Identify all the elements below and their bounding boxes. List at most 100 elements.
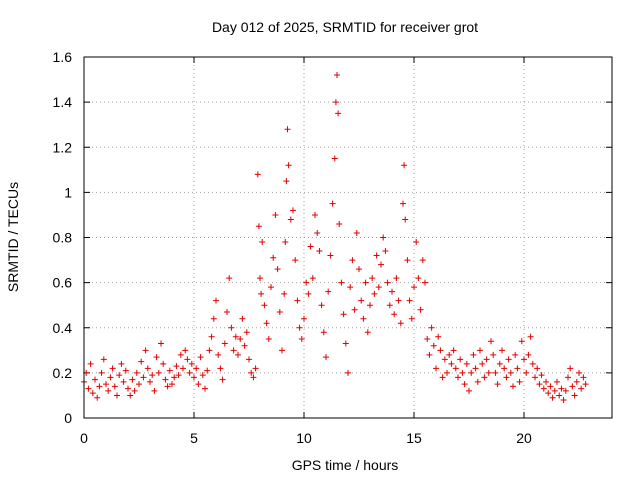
data-point	[151, 387, 158, 394]
data-point	[284, 126, 291, 133]
data-point	[477, 347, 483, 354]
data-point	[391, 311, 398, 318]
data-point	[565, 374, 571, 381]
data-point	[466, 387, 472, 394]
data-point	[521, 356, 527, 363]
data-point	[158, 340, 164, 347]
data-point	[338, 279, 345, 286]
x-tick-labels: 0 5 10 15 20	[80, 430, 532, 446]
data-point	[382, 248, 389, 255]
data-point	[514, 365, 521, 372]
data-point	[437, 347, 444, 354]
data-point	[107, 374, 114, 381]
data-point	[481, 374, 488, 381]
data-point	[199, 372, 206, 379]
data-point	[567, 365, 574, 372]
data-point	[549, 394, 556, 401]
data-point	[507, 369, 514, 376]
data-point	[173, 363, 180, 370]
y-tick-label: 0	[64, 410, 72, 426]
data-point	[270, 254, 277, 261]
data-point	[488, 338, 494, 345]
data-point	[496, 360, 503, 367]
data-point	[411, 284, 417, 291]
data-point	[314, 229, 321, 236]
data-point	[171, 374, 178, 381]
data-point	[345, 369, 351, 376]
data-point	[180, 365, 186, 372]
data-point	[153, 354, 160, 361]
y-tick-labels: 0 0.2 0.4 0.6 0.8 1 1.2 1.4 1.6	[53, 49, 73, 426]
data-point	[162, 376, 169, 383]
data-point	[386, 302, 393, 309]
data-point	[259, 239, 266, 246]
data-point	[186, 369, 193, 376]
data-point	[208, 333, 215, 340]
data-point	[147, 378, 153, 385]
data-point	[360, 315, 367, 322]
data-point	[195, 381, 202, 388]
data-point	[98, 369, 105, 376]
data-point	[538, 372, 545, 379]
data-point	[485, 369, 492, 376]
data-point	[303, 279, 310, 286]
data-point	[516, 378, 523, 385]
data-point	[133, 369, 140, 376]
data-point	[241, 342, 248, 349]
data-point	[213, 297, 219, 304]
data-point	[120, 378, 127, 385]
data-point	[536, 381, 543, 388]
data-point	[301, 315, 307, 322]
data-point	[109, 365, 116, 372]
data-point	[305, 290, 312, 297]
data-point	[562, 387, 569, 394]
data-point	[446, 351, 453, 358]
data-point	[505, 356, 512, 363]
data-point	[122, 367, 129, 374]
data-point	[430, 342, 437, 349]
data-point	[334, 72, 340, 79]
data-point	[525, 351, 532, 358]
data-point	[378, 261, 384, 268]
data-point	[290, 207, 296, 214]
data-point	[258, 290, 265, 297]
data-point	[413, 239, 420, 246]
data-point	[89, 390, 96, 397]
data-point	[127, 392, 134, 399]
data-point	[105, 387, 112, 394]
data-point	[140, 374, 147, 381]
data-point	[252, 365, 259, 372]
data-point	[397, 320, 404, 327]
data-point	[534, 365, 541, 372]
data-point	[263, 320, 270, 327]
data-point	[175, 372, 182, 379]
data-point	[166, 367, 173, 374]
data-point	[142, 347, 149, 354]
data-point	[114, 392, 120, 399]
data-point	[457, 356, 464, 363]
data-point	[116, 372, 123, 379]
data-point	[327, 252, 334, 259]
data-point	[380, 234, 387, 241]
data-point	[285, 162, 292, 169]
data-point	[402, 216, 409, 223]
data-point	[111, 383, 118, 390]
data-point	[232, 333, 239, 340]
data-point	[569, 383, 576, 390]
x-axis-label: GPS time / hours	[292, 457, 399, 473]
data-point	[279, 347, 285, 354]
data-point	[459, 369, 466, 376]
data-point	[118, 360, 125, 367]
data-point	[401, 162, 408, 169]
data-point	[389, 288, 395, 295]
data-point	[393, 275, 400, 282]
data-point	[312, 211, 318, 218]
data-point	[510, 383, 516, 390]
data-point	[444, 369, 450, 376]
data-point	[188, 360, 195, 367]
data-point	[400, 200, 406, 207]
data-point	[545, 390, 552, 397]
data-point	[287, 216, 294, 223]
data-point	[100, 356, 107, 363]
data-point	[349, 257, 356, 264]
